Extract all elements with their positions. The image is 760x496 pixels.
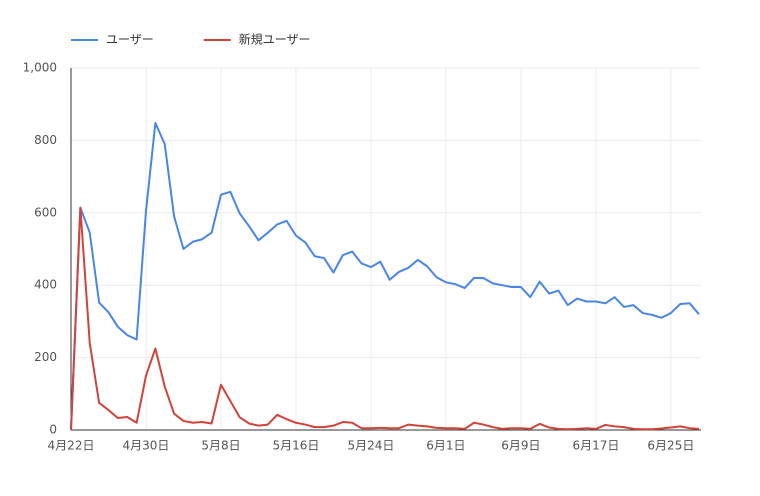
x-tick-label: 6月9日 bbox=[501, 439, 540, 453]
x-tick-label: 5月16日 bbox=[273, 439, 320, 453]
series-line bbox=[70, 206, 700, 431]
y-tick-label: 0 bbox=[49, 423, 57, 437]
series-line bbox=[70, 122, 700, 431]
x-tick-label: 6月1日 bbox=[426, 439, 465, 453]
x-tick-label: 6月25日 bbox=[647, 439, 694, 453]
y-tick-label: 600 bbox=[34, 205, 57, 219]
y-tick-label: 1,000 bbox=[23, 61, 57, 75]
x-tick-label: 5月8日 bbox=[201, 439, 240, 453]
legend-label: 新規ユーザー bbox=[239, 32, 311, 47]
y-tick-label: 800 bbox=[34, 133, 57, 147]
legend-label: ユーザー bbox=[106, 33, 154, 47]
x-tick-label: 4月30日 bbox=[123, 439, 170, 453]
x-tick-label: 4月22日 bbox=[48, 439, 95, 453]
y-tick-label: 400 bbox=[34, 278, 57, 292]
y-tick-label: 200 bbox=[34, 350, 57, 364]
x-tick-label: 6月17日 bbox=[572, 439, 619, 453]
x-tick-label: 5月24日 bbox=[347, 439, 394, 453]
